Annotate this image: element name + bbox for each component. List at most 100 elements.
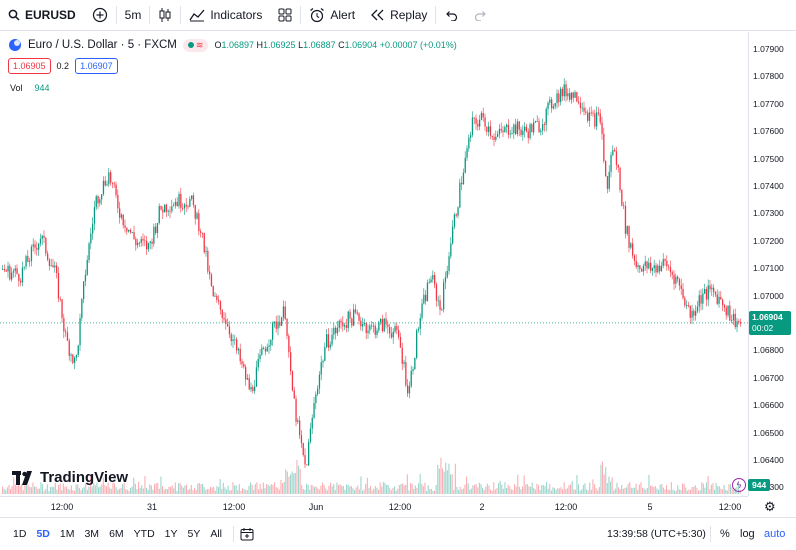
clock-display[interactable]: 13:39:58 (UTC+5:30)	[607, 528, 706, 540]
candle-body	[59, 298, 61, 300]
volume-bar	[584, 483, 586, 494]
volume-bar	[517, 474, 519, 494]
rewind-icon	[371, 9, 385, 21]
series-legend: Euro / U.S. Dollar · 5 · FXCM ≋ O1.06897…	[8, 38, 457, 52]
volume-bar	[22, 490, 24, 494]
volume-bar	[504, 482, 506, 494]
candle-body	[693, 310, 695, 316]
redo-button[interactable]	[466, 0, 496, 31]
spread-value: 0.2	[56, 61, 70, 71]
range-3m[interactable]: 3M	[84, 528, 100, 540]
alert-button[interactable]: Alert	[301, 0, 363, 31]
volume-bar	[408, 490, 410, 494]
layouts-button[interactable]	[270, 0, 300, 31]
percent-toggle[interactable]: %	[720, 528, 730, 540]
candle-body	[360, 320, 362, 327]
candle-body	[561, 88, 564, 97]
undo-button[interactable]	[436, 0, 466, 31]
range-ytd[interactable]: YTD	[133, 528, 155, 540]
volume-bar	[86, 489, 88, 494]
range-6m[interactable]: 6M	[109, 528, 124, 540]
volume-bar	[58, 485, 60, 494]
volume-bar	[536, 483, 538, 494]
indicators-button[interactable]: Indicators	[181, 0, 270, 31]
tradingview-logo[interactable]: TradingView	[12, 469, 128, 486]
sell-button[interactable]: 1.06905	[8, 58, 51, 74]
price-chart[interactable]	[0, 32, 748, 496]
range-all[interactable]: All	[210, 528, 223, 540]
volume-bar	[587, 490, 589, 494]
volume-bar	[589, 482, 591, 494]
volume-bar	[576, 475, 578, 494]
volume-bar	[110, 488, 112, 494]
volume-bar	[309, 489, 311, 494]
volume-axis-badge: ϟ 944	[732, 478, 771, 492]
volume-bar	[274, 482, 276, 494]
range-5y[interactable]: 5Y	[187, 528, 201, 540]
interval-label: 5m	[124, 8, 142, 22]
candle-body	[396, 326, 398, 331]
volume-bar	[302, 489, 304, 494]
volume-bar	[662, 487, 664, 494]
market-status-badge[interactable]: ≋	[182, 38, 209, 52]
volume-bar	[568, 485, 570, 494]
flash-icon[interactable]: ϟ	[732, 478, 746, 492]
candle-body	[227, 323, 229, 327]
volume-bar	[459, 486, 461, 494]
volume-bar	[368, 488, 370, 494]
indicators-icon	[189, 8, 205, 22]
volume-bar	[643, 488, 645, 494]
volume-bar	[525, 484, 527, 494]
chart-pane[interactable]: Euro / U.S. Dollar · 5 · FXCM ≋ O1.06897…	[0, 32, 748, 496]
volume-bar	[555, 489, 557, 494]
candle-body	[628, 226, 630, 248]
volume-bar	[40, 482, 42, 494]
interval-button[interactable]: 5m	[117, 0, 150, 31]
symbol-search[interactable]: EURUSD	[0, 0, 84, 31]
range-1d[interactable]: 1D	[13, 528, 27, 540]
divider	[149, 6, 151, 24]
range-5d[interactable]: 5D	[36, 528, 50, 540]
auto-toggle[interactable]: auto	[764, 528, 786, 540]
candle-body	[144, 240, 146, 242]
volume-bar	[11, 486, 13, 494]
volume-bar	[213, 486, 215, 494]
volume-bar	[486, 483, 488, 494]
volume-bar	[198, 483, 200, 494]
volume-bar	[616, 482, 618, 494]
volume-bar	[130, 487, 132, 494]
candle-body	[124, 225, 126, 228]
volume-bar	[386, 484, 388, 494]
volume-bar	[397, 488, 399, 494]
volume-bar	[42, 484, 44, 494]
range-1m[interactable]: 1M	[59, 528, 75, 540]
time-axis[interactable]: 12:00 31 12:00 Jun 12:00 2 12:00 5 12:00	[0, 496, 748, 516]
candle-body	[509, 133, 511, 135]
candle-body	[592, 112, 594, 114]
volume-bar	[162, 486, 164, 494]
goto-date-button[interactable]	[240, 527, 254, 541]
volume-bar	[648, 474, 650, 494]
buy-button[interactable]: 1.06907	[75, 58, 118, 74]
volume-bar	[77, 484, 79, 494]
range-1y[interactable]: 1Y	[164, 528, 178, 540]
candle-body	[529, 124, 531, 139]
price-axis[interactable]: 1.07900 1.07800 1.07700 1.07600 1.07500 1.074…	[748, 32, 796, 496]
volume-bar	[381, 486, 383, 494]
candle-body	[68, 340, 70, 356]
candle-body	[536, 121, 538, 122]
series-title: Euro / U.S. Dollar · 5 · FXCM	[28, 39, 177, 51]
volume-bar	[35, 486, 37, 494]
volume-bar	[306, 483, 308, 494]
replay-button[interactable]: Replay	[363, 0, 435, 31]
volume-bar	[422, 486, 424, 494]
volume-bar	[325, 488, 327, 494]
compare-button[interactable]	[84, 0, 116, 31]
volume-bar	[149, 484, 151, 494]
candle-body	[678, 279, 681, 286]
axis-settings-icon[interactable]: ⚙	[764, 499, 776, 514]
candle-body	[309, 428, 312, 443]
log-toggle[interactable]: log	[740, 528, 755, 540]
candle-body	[531, 124, 533, 133]
chart-type-button[interactable]	[150, 0, 180, 31]
